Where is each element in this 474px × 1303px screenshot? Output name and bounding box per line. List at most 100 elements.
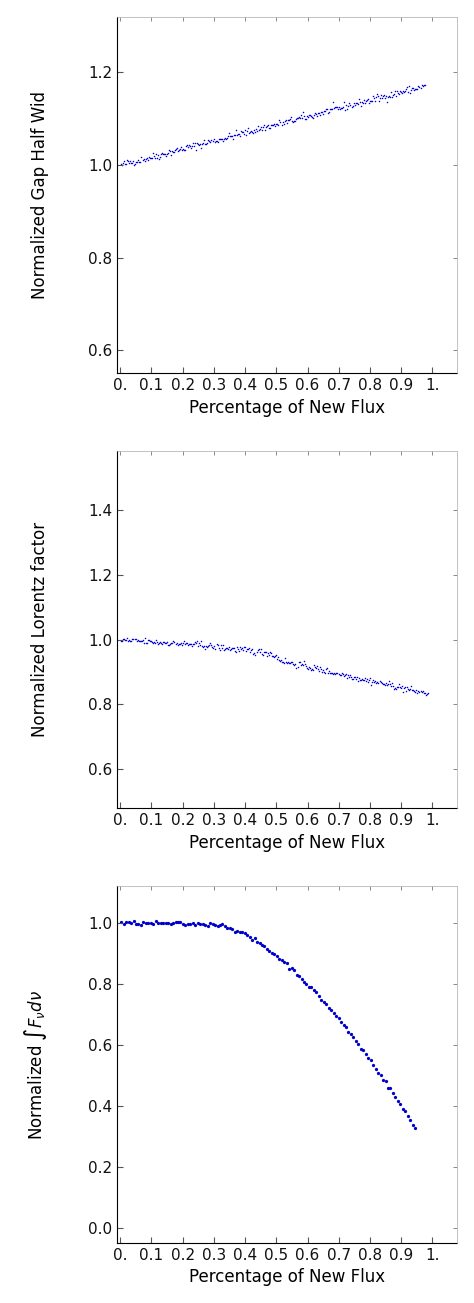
Point [338,98,346,119]
Point [306,658,314,679]
Point [157,143,164,164]
Point [181,633,189,654]
Point [242,124,250,145]
Point [209,637,216,658]
Point [240,124,248,145]
Point [183,632,191,653]
Point [330,662,338,683]
Point [136,631,144,652]
Point [352,93,359,113]
Point [304,659,311,680]
Point [223,637,230,658]
Point [140,632,147,653]
Point [238,637,246,658]
Point [194,912,201,933]
Point [373,83,381,104]
Point [125,911,132,932]
Point [315,661,323,681]
Point [359,1040,367,1061]
Point [227,125,235,146]
Point [402,680,410,701]
Point [140,149,147,169]
Point [407,82,414,103]
Point [364,89,372,109]
Point [269,645,277,666]
Point [284,652,292,672]
Point [403,676,411,697]
Point [277,650,285,671]
Point [155,913,162,934]
Point [397,678,405,698]
Point [337,99,344,120]
Point [278,652,286,672]
Point [212,130,219,151]
Point [235,640,243,661]
Point [210,636,218,657]
Point [174,912,182,933]
Point [241,923,248,943]
Point [203,637,211,658]
Point [185,633,192,654]
Point [301,108,309,129]
Point [147,912,155,933]
Point [153,632,161,653]
Point [328,99,336,120]
Point [365,93,373,113]
Point [370,87,378,108]
Point [193,631,201,652]
Point [296,108,303,129]
Point [124,628,131,649]
Y-axis label: Normalized Gap Half Wid: Normalized Gap Half Wid [31,91,49,298]
Point [357,1038,365,1059]
Point [272,116,279,137]
Point [291,111,299,132]
Point [259,117,267,138]
Point [377,1065,384,1085]
Point [320,662,328,683]
Point [170,631,177,652]
Point [155,633,162,654]
Point [324,103,332,124]
Point [237,637,244,658]
Point [191,915,199,936]
Point [239,640,247,661]
Point [364,668,371,689]
Point [248,121,256,142]
Point [268,942,276,963]
Point [328,99,335,120]
Point [328,999,335,1020]
Point [149,633,157,654]
Point [416,681,423,702]
Point [258,934,266,955]
Point [211,915,219,936]
Point [221,916,229,937]
Point [392,81,399,102]
Point [132,154,139,175]
Point [162,912,170,933]
Point [264,642,272,663]
Point [169,632,176,653]
Point [197,133,204,154]
Point [200,636,207,657]
Point [267,642,274,663]
Point [166,141,173,162]
Point [118,631,126,652]
Point [350,93,357,113]
Point [207,633,214,654]
Point [195,633,203,654]
Point [358,668,366,689]
Point [314,658,322,679]
Point [347,1024,355,1045]
Point [323,99,331,120]
Point [383,91,391,112]
Point [223,128,230,149]
Point [134,629,141,650]
Point [355,89,363,109]
Point [172,633,179,654]
Y-axis label: Normalized Lorentz factor: Normalized Lorentz factor [31,523,49,737]
Point [176,633,183,654]
Point [126,152,133,173]
Point [351,666,359,687]
Point [131,629,138,650]
Point [419,680,426,701]
